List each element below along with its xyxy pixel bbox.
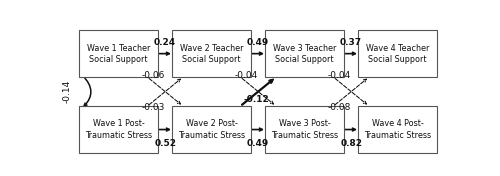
Text: -0.04: -0.04 [328,71,351,80]
Text: 0.82: 0.82 [340,139,362,148]
FancyBboxPatch shape [358,106,438,153]
FancyBboxPatch shape [79,106,158,153]
FancyBboxPatch shape [265,30,344,77]
Text: 0.49: 0.49 [247,139,270,148]
Text: -0.12: -0.12 [244,95,269,104]
Text: 0.52: 0.52 [154,139,176,148]
Text: 0.24: 0.24 [154,38,176,47]
Text: -0.14: -0.14 [62,80,72,103]
Text: Wave 4 Post-
Traumatic Stress: Wave 4 Post- Traumatic Stress [364,120,431,140]
Text: -0.08: -0.08 [328,103,351,112]
Text: Wave 4 Teacher
Social Support: Wave 4 Teacher Social Support [366,44,430,64]
FancyBboxPatch shape [79,30,158,77]
FancyBboxPatch shape [172,30,252,77]
FancyBboxPatch shape [265,106,344,153]
Text: -0.04: -0.04 [235,71,258,80]
Text: 0.37: 0.37 [340,38,362,47]
Text: Wave 3 Teacher
Social Support: Wave 3 Teacher Social Support [273,44,336,64]
Text: Wave 2 Teacher
Social Support: Wave 2 Teacher Social Support [180,44,244,64]
Text: Wave 1 Post-
Traumatic Stress: Wave 1 Post- Traumatic Stress [85,120,152,140]
Text: 0.49: 0.49 [247,38,270,47]
Text: Wave 1 Teacher
Social Support: Wave 1 Teacher Social Support [87,44,150,64]
Text: -0.06: -0.06 [142,71,165,80]
FancyBboxPatch shape [172,106,252,153]
Text: Wave 3 Post-
Traumatic Stress: Wave 3 Post- Traumatic Stress [271,120,338,140]
FancyBboxPatch shape [358,30,438,77]
Text: -0.03: -0.03 [142,103,165,112]
Text: Wave 2 Post-
Traumatic Stress: Wave 2 Post- Traumatic Stress [178,120,245,140]
